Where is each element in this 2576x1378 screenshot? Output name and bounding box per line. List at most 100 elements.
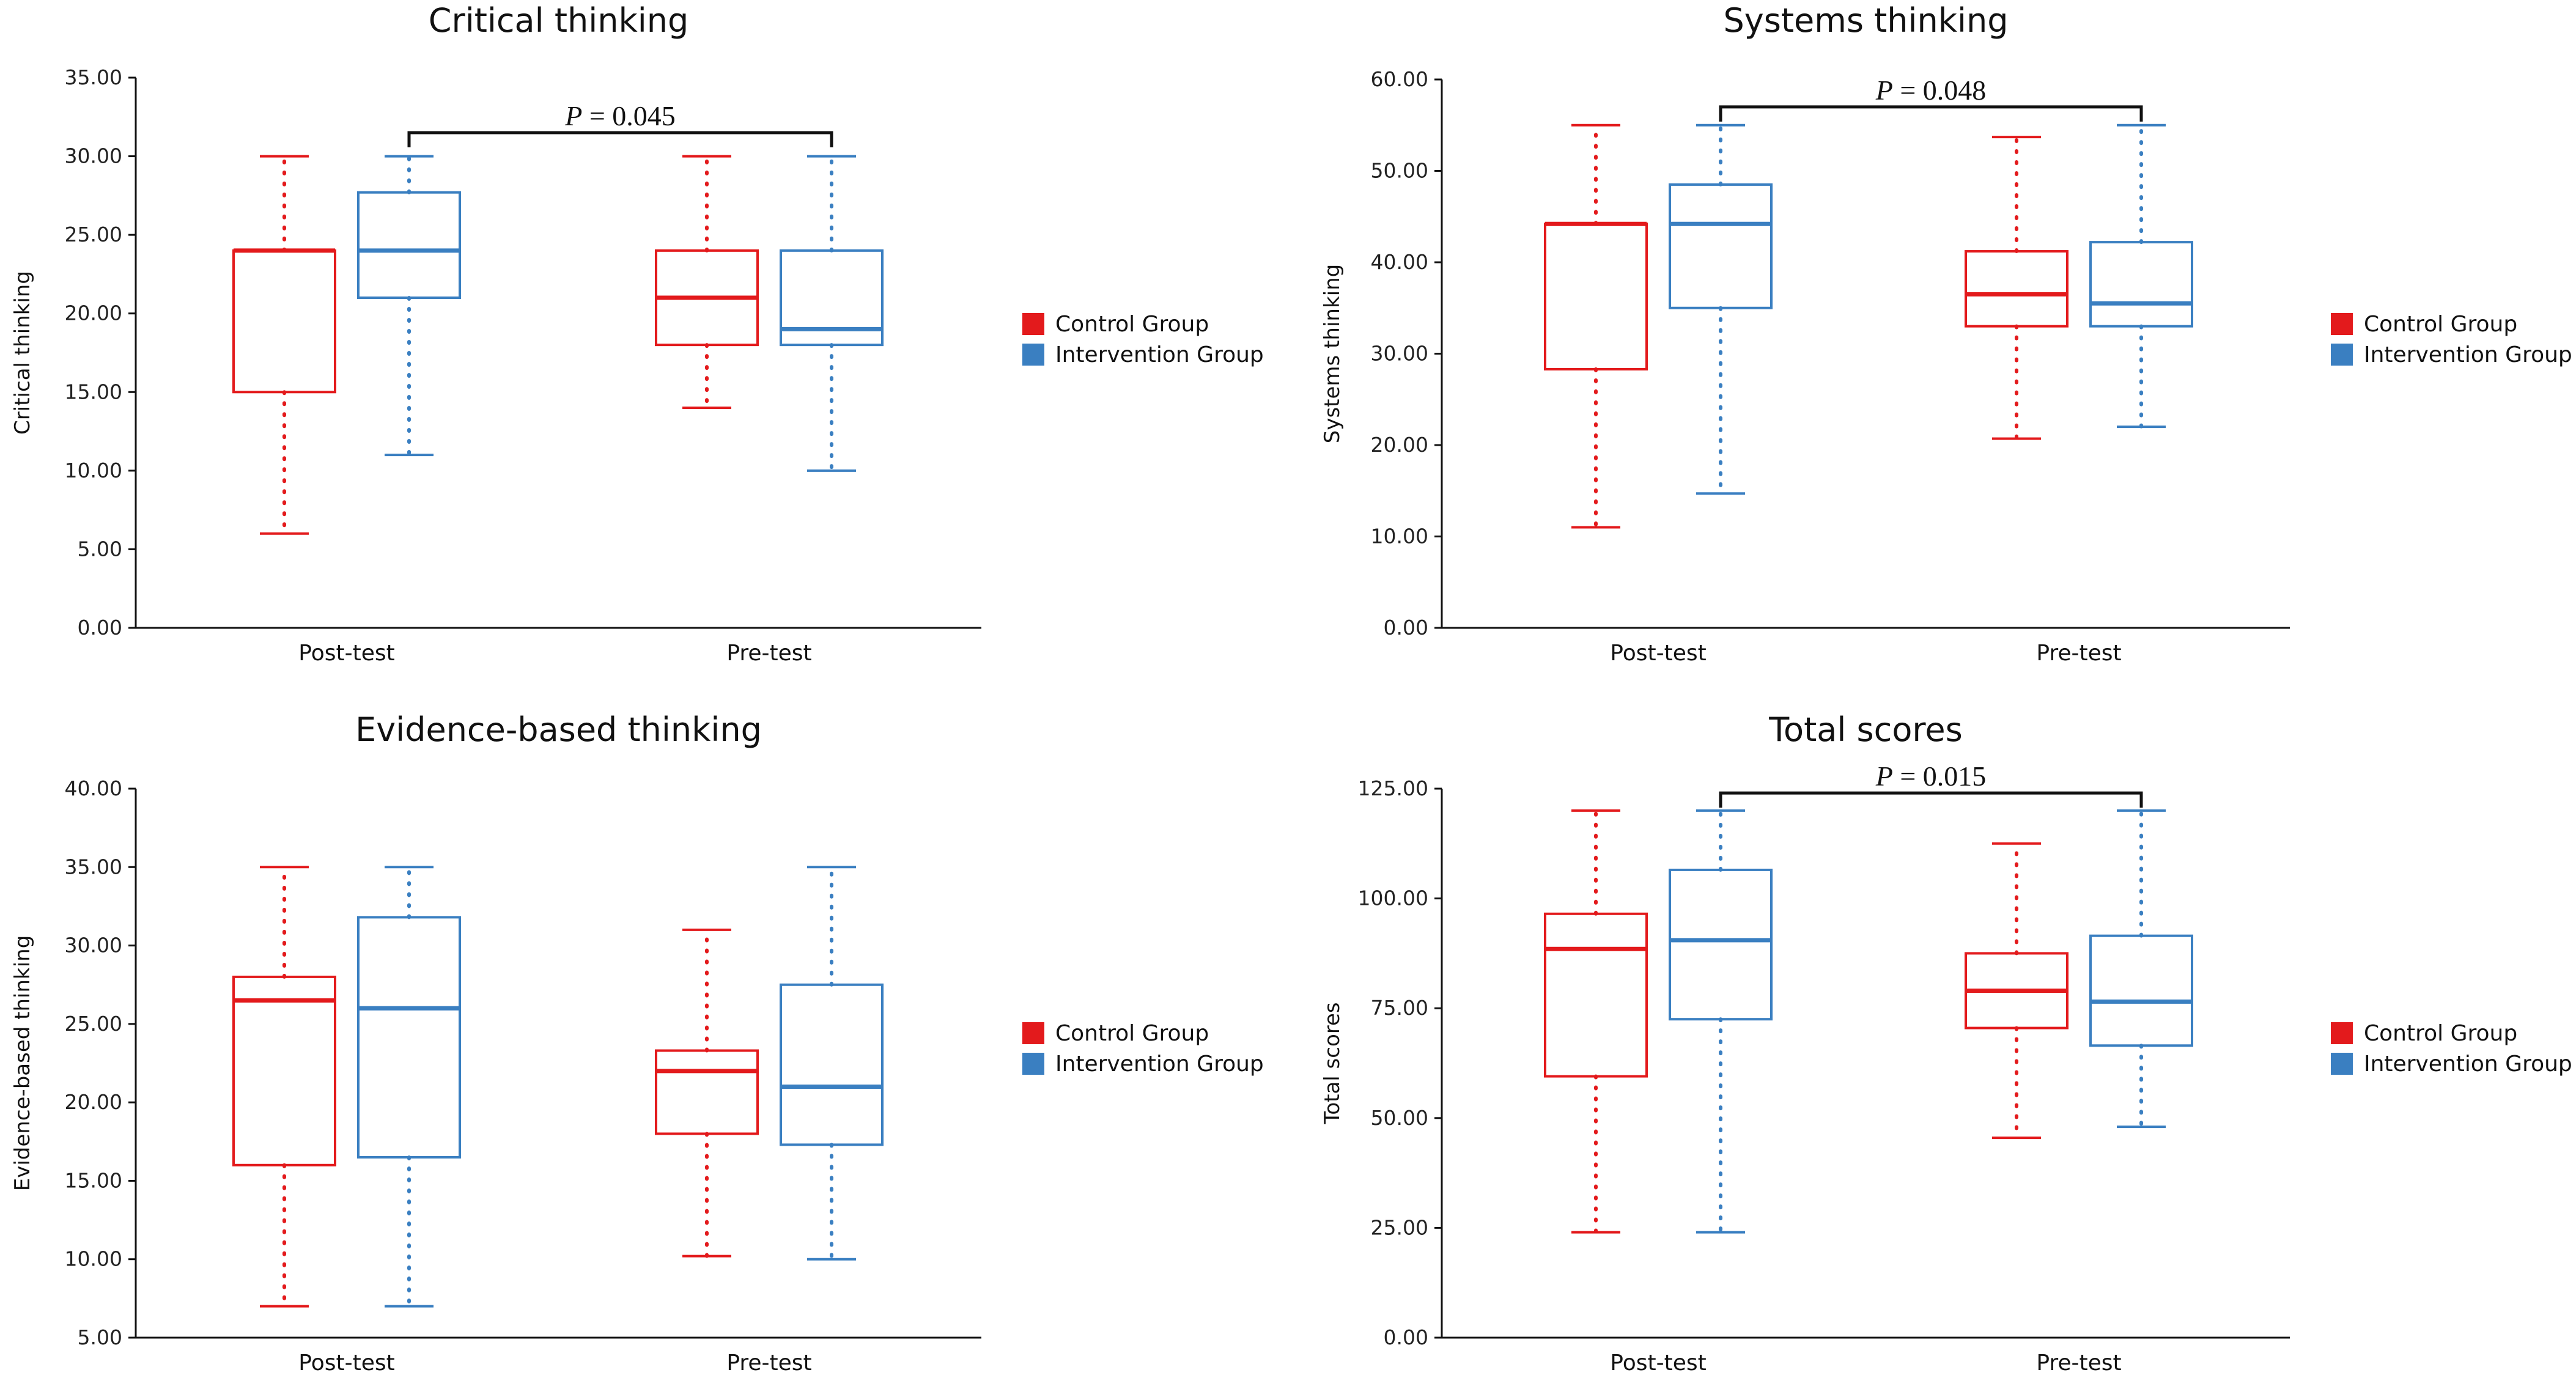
intervention-box-post-test bbox=[1669, 123, 1773, 496]
y-tick-label: 20.00 bbox=[1371, 433, 1428, 457]
legend: Control Group Intervention Group bbox=[1022, 312, 1264, 367]
x-category-label: Post-test bbox=[298, 641, 394, 666]
chart-title: Critical thinking bbox=[429, 1, 688, 40]
legend-swatch bbox=[1022, 313, 1044, 335]
y-tick-label: 15.00 bbox=[65, 1168, 122, 1192]
y-tick-label: 75.00 bbox=[1371, 996, 1428, 1020]
p-value-label: P = 0.048 bbox=[1875, 75, 1987, 106]
legend: Control Group Intervention Group bbox=[2331, 1021, 2572, 1077]
iqr-box bbox=[780, 249, 884, 347]
iqr-box bbox=[2089, 934, 2193, 1047]
control-box-post-test bbox=[1544, 808, 1648, 1234]
legend: Control Group Intervention Group bbox=[1022, 1021, 1264, 1077]
legend-label: Control Group bbox=[1055, 312, 1209, 337]
y-tick-label: 0.00 bbox=[78, 616, 122, 639]
legend-label: Control Group bbox=[1055, 1021, 1209, 1046]
y-tick-label: 20.00 bbox=[65, 1090, 122, 1114]
significance-annotation: P = 0.045 bbox=[407, 100, 833, 147]
control-box-post-test bbox=[232, 154, 336, 536]
iqr-box bbox=[780, 983, 884, 1146]
iqr-box bbox=[1669, 183, 1773, 309]
iqr-box bbox=[232, 249, 336, 394]
x-category-label: Post-test bbox=[1610, 641, 1706, 666]
significance-bracket bbox=[407, 131, 833, 147]
y-tick-label: 30.00 bbox=[65, 934, 122, 957]
legend-label: Intervention Group bbox=[1055, 1052, 1264, 1077]
iqr-box bbox=[357, 191, 461, 300]
panel-1: Critical thinking Critical thinking 0.00 5.… bbox=[10, 1, 1264, 666]
control-box-pre-test bbox=[655, 154, 759, 410]
significance-annotation: P = 0.048 bbox=[1719, 75, 2143, 122]
y-tick-label: 60.00 bbox=[1371, 67, 1428, 91]
significance-bracket bbox=[1719, 791, 2143, 808]
y-tick-label: 50.00 bbox=[1371, 159, 1428, 183]
y-tick-label: 40.00 bbox=[1371, 250, 1428, 274]
p-value-label: P = 0.015 bbox=[1875, 761, 1987, 792]
intervention-box-pre-test bbox=[2089, 123, 2193, 429]
intervention-box-pre-test bbox=[2089, 808, 2193, 1129]
intervention-box-pre-test bbox=[780, 865, 884, 1261]
y-tick-label: 35.00 bbox=[65, 855, 122, 879]
y-tick-label: 10.00 bbox=[65, 1247, 122, 1271]
x-category-label: Pre-test bbox=[726, 1350, 811, 1376]
chart-title: Systems thinking bbox=[1723, 1, 2008, 40]
chart-title: Total scores bbox=[1768, 710, 1963, 749]
y-tick-label: 15.00 bbox=[65, 380, 122, 403]
iqr-box bbox=[655, 1049, 759, 1135]
legend-label: Intervention Group bbox=[2364, 1052, 2572, 1077]
legend-swatch bbox=[2331, 344, 2353, 366]
x-category-label: Post-test bbox=[298, 1350, 394, 1376]
p-symbol: P bbox=[1875, 75, 1893, 106]
y-tick-label: 25.00 bbox=[65, 223, 122, 246]
y-tick-label: 10.00 bbox=[65, 459, 122, 482]
y-tick-label: 10.00 bbox=[1371, 525, 1428, 548]
y-tick-label: 40.00 bbox=[65, 776, 122, 800]
significance-annotation: P = 0.015 bbox=[1719, 761, 2143, 808]
y-tick-label: 35.00 bbox=[65, 65, 122, 89]
legend-label: Control Group bbox=[2364, 1021, 2517, 1046]
iqr-box bbox=[2089, 241, 2193, 328]
p-symbol: P bbox=[564, 100, 582, 131]
panel-2: Systems thinking Systems thinking 0.00 10.0… bbox=[1320, 1, 2572, 666]
control-box-post-test bbox=[232, 865, 336, 1308]
legend-label: Control Group bbox=[2364, 312, 2517, 337]
iqr-box bbox=[232, 975, 336, 1166]
legend-swatch bbox=[2331, 313, 2353, 335]
iqr-box bbox=[1965, 250, 2069, 328]
intervention-box-post-test bbox=[357, 865, 461, 1308]
intervention-box-pre-test bbox=[780, 154, 884, 473]
iqr-box bbox=[1669, 868, 1773, 1021]
panel-4: Total scores Total scores 0.00 25.00 50.00 75… bbox=[1320, 710, 2572, 1376]
legend-swatch bbox=[1022, 344, 1044, 366]
legend-label: Intervention Group bbox=[1055, 342, 1264, 367]
y-tick-label: 5.00 bbox=[78, 537, 122, 561]
control-box-pre-test bbox=[1965, 841, 2069, 1140]
y-tick-label: 0.00 bbox=[1384, 616, 1428, 639]
y-tick-label: 125.00 bbox=[1358, 776, 1428, 800]
legend-swatch bbox=[2331, 1053, 2353, 1075]
y-tick-label: 30.00 bbox=[65, 144, 122, 168]
intervention-box-post-test bbox=[1669, 808, 1773, 1234]
x-category-label: Pre-test bbox=[2036, 641, 2121, 666]
y-tick-label: 0.00 bbox=[1384, 1325, 1428, 1349]
y-axis-label: Total scores bbox=[1320, 1002, 1345, 1124]
y-tick-label: 20.00 bbox=[65, 301, 122, 325]
p-value: = 0.015 bbox=[1893, 761, 1986, 792]
legend-label: Intervention Group bbox=[2364, 342, 2572, 367]
control-box-post-test bbox=[1544, 123, 1648, 529]
control-box-pre-test bbox=[655, 927, 759, 1258]
y-axis-label: Critical thinking bbox=[10, 271, 35, 435]
legend-swatch bbox=[1022, 1053, 1044, 1075]
control-box-pre-test bbox=[1965, 135, 2069, 441]
legend: Control Group Intervention Group bbox=[2331, 312, 2572, 367]
y-tick-label: 100.00 bbox=[1358, 886, 1428, 910]
iqr-box bbox=[1544, 223, 1648, 370]
y-tick-label: 25.00 bbox=[1371, 1215, 1428, 1239]
legend-swatch bbox=[1022, 1022, 1044, 1044]
y-tick-label: 5.00 bbox=[78, 1325, 122, 1349]
x-category-label: Post-test bbox=[1610, 1350, 1706, 1376]
legend-swatch bbox=[2331, 1022, 2353, 1044]
p-symbol: P bbox=[1875, 761, 1893, 792]
x-category-label: Pre-test bbox=[726, 641, 811, 666]
